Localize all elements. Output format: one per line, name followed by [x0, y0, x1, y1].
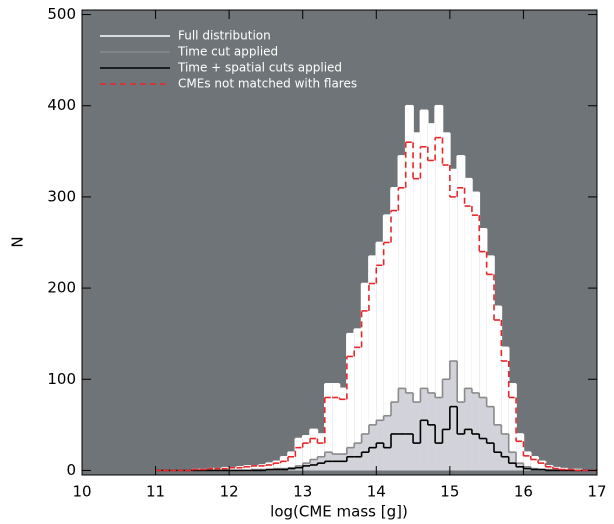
- hist-bar: [545, 465, 553, 471]
- legend-label: Time cut applied: [177, 45, 278, 59]
- hist-bar: [479, 228, 487, 471]
- hist-bar: [236, 466, 244, 471]
- hist-bar: [538, 461, 546, 471]
- hist-bar: [280, 456, 288, 471]
- hist-bar: [376, 242, 384, 471]
- hist-bar: [435, 105, 443, 471]
- hist-bar: [420, 110, 428, 471]
- hist-bar: [398, 388, 406, 471]
- legend-label: Time + spatial cuts applied: [177, 61, 342, 75]
- hist-bar: [494, 424, 502, 471]
- hist-bar: [530, 456, 539, 471]
- hist-bar: [273, 461, 281, 471]
- hist-bar: [354, 329, 362, 471]
- hist-bar: [435, 397, 443, 471]
- x-tick-label: 11: [146, 483, 165, 501]
- x-axis-label: log(CME mass [g]): [270, 503, 408, 521]
- x-tick-label: 15: [440, 483, 459, 501]
- hist-bar: [508, 383, 517, 471]
- hist-bar: [494, 306, 502, 471]
- hist-bar: [361, 283, 369, 471]
- x-tick-label: 14: [367, 483, 386, 501]
- hist-bar: [383, 215, 391, 471]
- hist-bar: [229, 467, 237, 471]
- hist-bar: [405, 392, 414, 471]
- y-tick-label: 300: [47, 187, 76, 205]
- x-tick-label: 12: [220, 483, 239, 501]
- hist-bar: [457, 402, 465, 471]
- y-tick-label: 0: [66, 461, 76, 479]
- series: [155, 136, 597, 472]
- y-tick-label: 400: [47, 96, 76, 114]
- y-tick-label: 500: [47, 5, 76, 23]
- hist-bar: [346, 447, 355, 471]
- hist-bar: [427, 123, 436, 471]
- hist-bar: [405, 105, 414, 471]
- hist-bar: [442, 379, 450, 471]
- hist-bar: [243, 465, 252, 471]
- hist-bar: [508, 452, 517, 471]
- hist-bar: [332, 454, 340, 471]
- y-axis-label: N: [9, 236, 27, 247]
- hist-bar: [501, 347, 509, 471]
- hist-bar: [523, 452, 531, 471]
- hist-bar: [501, 433, 509, 471]
- hist-bar: [376, 420, 384, 471]
- hist-bar: [449, 169, 458, 471]
- hist-bar: [383, 415, 391, 471]
- hist-bar: [251, 465, 259, 471]
- hist-bar: [302, 435, 311, 471]
- hist-bar: [295, 438, 303, 471]
- hist-bar: [464, 178, 472, 471]
- legend-label: Full distribution: [178, 29, 271, 43]
- legend-label: CMEs not matched with flares: [178, 77, 357, 91]
- hist-bar: [324, 383, 333, 471]
- hist-bar: [214, 468, 222, 471]
- hist-bar: [398, 155, 406, 471]
- hist-bar: [449, 361, 458, 471]
- hist-bar: [479, 397, 487, 471]
- x-tick-label: 17: [587, 483, 606, 501]
- hist-bar: [265, 463, 274, 471]
- hist-bar: [346, 333, 355, 471]
- hist-bar: [391, 402, 399, 471]
- hist-bar: [486, 406, 494, 471]
- hist-bar: [288, 452, 296, 471]
- hist-bar: [391, 187, 399, 471]
- plot-frame: [81, 9, 598, 476]
- hist-bar: [368, 256, 377, 471]
- hist-bar: [317, 433, 325, 471]
- hist-bar: [413, 133, 421, 471]
- hist-bar: [207, 468, 215, 471]
- hist-bar: [420, 388, 428, 471]
- hist-bar: [427, 392, 436, 471]
- hist-bar: [457, 155, 465, 471]
- hist-bar: [302, 463, 311, 471]
- x-tick-label: 16: [514, 483, 533, 501]
- hist-bar: [442, 133, 450, 471]
- series: [155, 405, 597, 472]
- hist-bar: [516, 433, 524, 471]
- hist-bar: [471, 192, 480, 471]
- hist-bar: [486, 256, 494, 471]
- hist-bar: [339, 388, 347, 471]
- y-tick-label: 200: [47, 279, 76, 297]
- hist-bar: [310, 429, 318, 471]
- x-tick-label: 10: [72, 483, 91, 501]
- y-tick-label: 100: [47, 370, 76, 388]
- hist-bar: [332, 383, 340, 471]
- x-tick-label: 13: [293, 483, 312, 501]
- hist-bar: [471, 392, 480, 471]
- hist-bar: [413, 402, 421, 471]
- series: [155, 104, 597, 472]
- hist-bar: [339, 454, 347, 471]
- hist-bar: [258, 464, 266, 471]
